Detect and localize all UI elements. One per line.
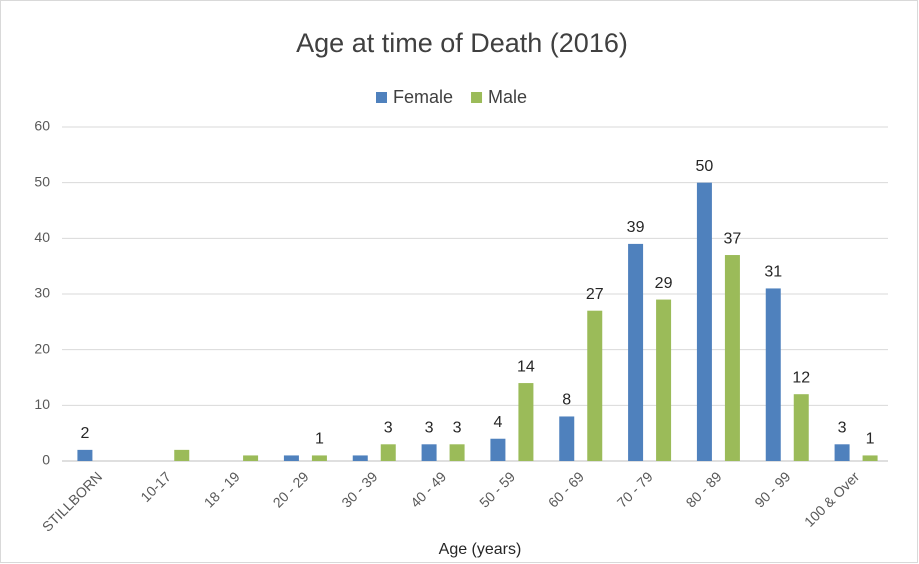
y-tick-label: 10 <box>34 396 50 412</box>
data-label: 50 <box>696 158 714 175</box>
bar <box>696 182 712 461</box>
bar <box>765 288 781 461</box>
bar <box>724 255 740 461</box>
legend-label: Male <box>488 87 527 107</box>
bar <box>587 310 603 461</box>
bar <box>243 455 259 461</box>
data-label: 4 <box>493 414 502 431</box>
bar <box>490 438 506 461</box>
data-label: 14 <box>517 358 535 375</box>
y-tick-label: 0 <box>42 452 50 468</box>
data-label: 31 <box>764 264 782 281</box>
data-label: 27 <box>586 286 604 303</box>
y-tick-label: 30 <box>34 285 50 301</box>
bar <box>793 394 809 461</box>
bar <box>283 455 299 461</box>
data-label: 1 <box>866 431 875 448</box>
bar <box>834 444 850 461</box>
bar <box>174 449 190 461</box>
data-label: 2 <box>80 425 89 442</box>
bar <box>862 455 878 461</box>
y-tick-label: 40 <box>34 229 50 245</box>
legend-swatch <box>471 92 483 103</box>
data-label: 3 <box>453 420 462 437</box>
data-label: 12 <box>792 369 810 386</box>
bar <box>449 444 465 461</box>
bar <box>77 449 93 461</box>
y-tick-label: 50 <box>34 173 50 189</box>
y-tick-label: 20 <box>34 340 50 356</box>
bar <box>421 444 437 461</box>
bar <box>628 243 644 461</box>
y-tick-label: 60 <box>34 118 50 134</box>
data-label: 8 <box>562 392 571 409</box>
chart-title: Age at time of Death (2016) <box>296 28 628 58</box>
bar <box>311 455 327 461</box>
data-label: 3 <box>384 420 393 437</box>
x-axis-title: Age (years) <box>439 541 522 558</box>
bar <box>380 444 396 461</box>
bar <box>352 455 368 461</box>
legend-label: Female <box>393 87 453 107</box>
legend-swatch <box>376 92 387 103</box>
data-label: 3 <box>425 420 434 437</box>
data-label: 1 <box>315 431 324 448</box>
bar <box>656 299 672 461</box>
bar <box>559 416 575 461</box>
data-label: 37 <box>724 230 742 247</box>
data-label: 29 <box>655 275 673 292</box>
bar <box>518 383 534 461</box>
data-label: 3 <box>838 420 847 437</box>
data-label: 39 <box>627 219 645 236</box>
